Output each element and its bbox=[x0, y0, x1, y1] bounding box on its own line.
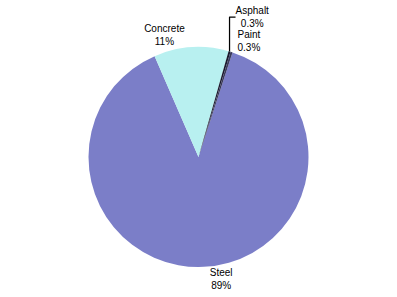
svg-text:Asphalt0.3%: Asphalt0.3% bbox=[236, 5, 270, 29]
svg-text:Steel89%: Steel89% bbox=[210, 267, 233, 291]
svg-text:Paint0.3%: Paint0.3% bbox=[238, 29, 261, 53]
svg-text:Concrete11%: Concrete11% bbox=[144, 23, 185, 47]
